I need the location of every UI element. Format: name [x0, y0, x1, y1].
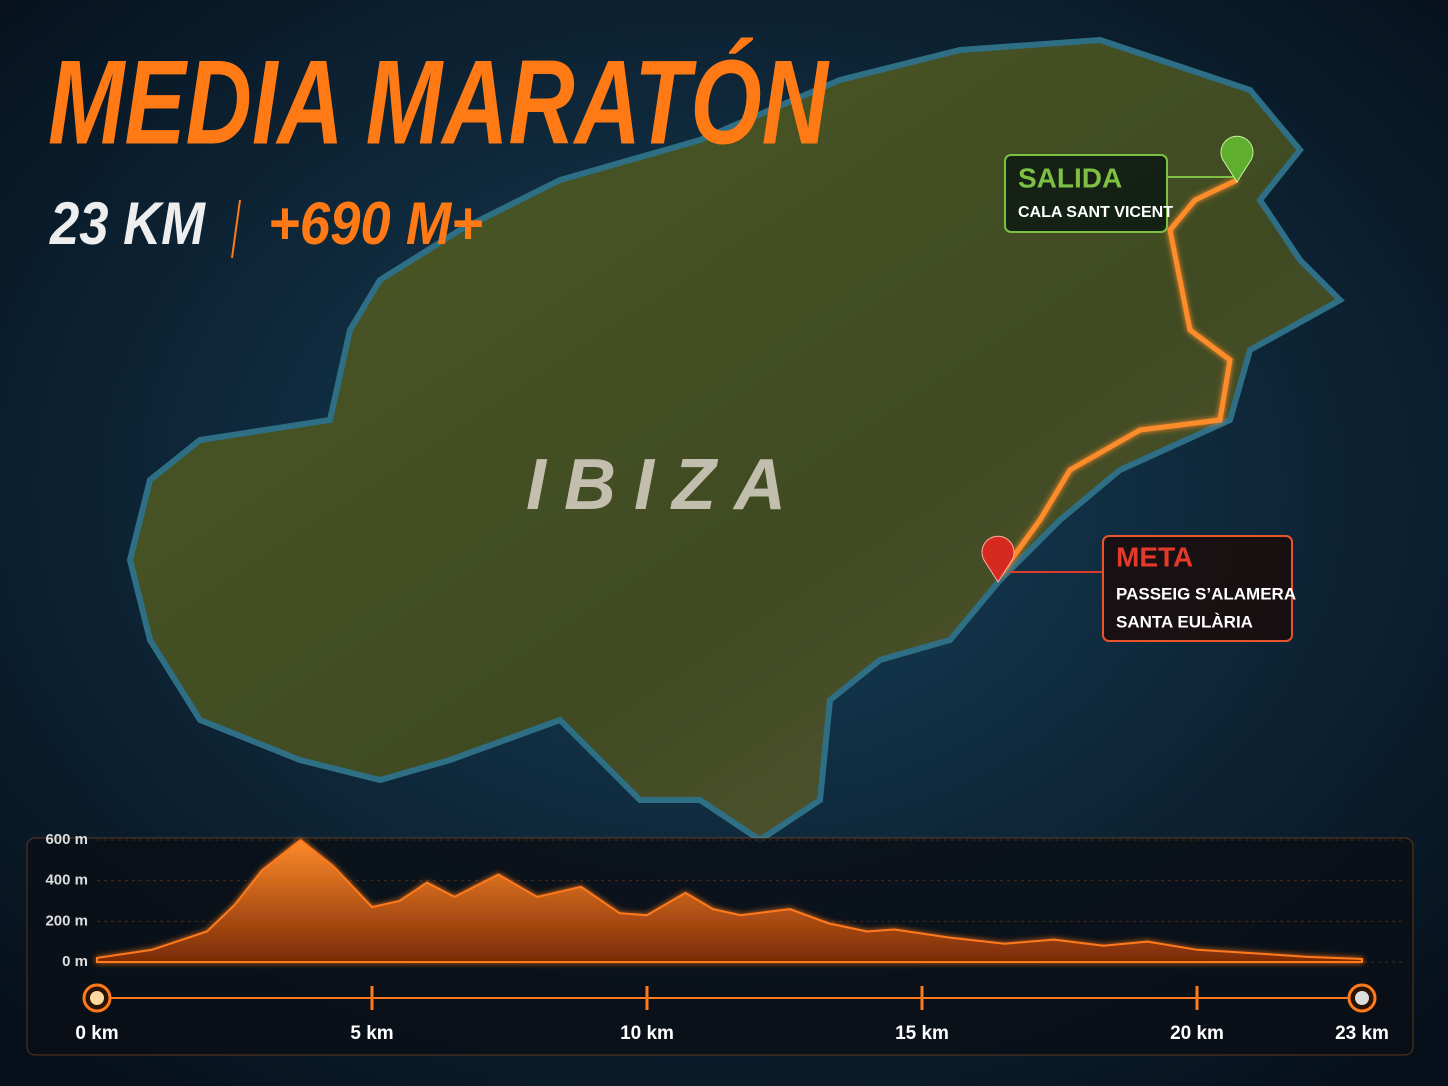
- finish-place: PASSEIG S’ALAMERA: [1116, 584, 1296, 603]
- y-tick-label: 400 m: [45, 872, 88, 889]
- icon-core: [1355, 991, 1369, 1005]
- start-pin: [1220, 135, 1254, 183]
- x-tick-label: 15 km: [895, 1023, 949, 1044]
- start-label: SALIDA: [1018, 162, 1122, 193]
- finish-label: META: [1116, 541, 1193, 572]
- x-tick-label: 10 km: [620, 1023, 674, 1044]
- x-tick-label: 20 km: [1170, 1023, 1224, 1044]
- y-tick-label: 200 m: [45, 912, 88, 929]
- distance: 23 KM: [49, 190, 207, 257]
- elevation-gain: +690 M+: [268, 190, 483, 257]
- x-tick-label: 0 km: [75, 1023, 118, 1044]
- island-label: IBIZA: [526, 445, 804, 525]
- finish-place: SANTA EULÀRIA: [1116, 612, 1253, 631]
- title: MEDIA MARATÓN: [48, 36, 830, 170]
- start-place: CALA SANT VICENT: [1018, 204, 1173, 221]
- y-tick-label: 0 m: [62, 953, 88, 970]
- y-tick-label: 600 m: [45, 831, 88, 848]
- finish-pin: [981, 535, 1015, 583]
- x-tick-label: 23 km: [1335, 1023, 1389, 1044]
- icon-core: [90, 991, 104, 1005]
- island: [126, 36, 1345, 844]
- elevation-profile: 0 m 200 m 400 m 600 m 0 km 5 km 10 km 15 km 20 k…: [45, 831, 1405, 1044]
- x-tick-label: 5 km: [350, 1023, 393, 1044]
- start-box: [1004, 154, 1168, 233]
- elevation-area: [96, 838, 1363, 963]
- finish-box: [1102, 535, 1293, 642]
- route: [997, 177, 1239, 577]
- divider: [231, 199, 241, 259]
